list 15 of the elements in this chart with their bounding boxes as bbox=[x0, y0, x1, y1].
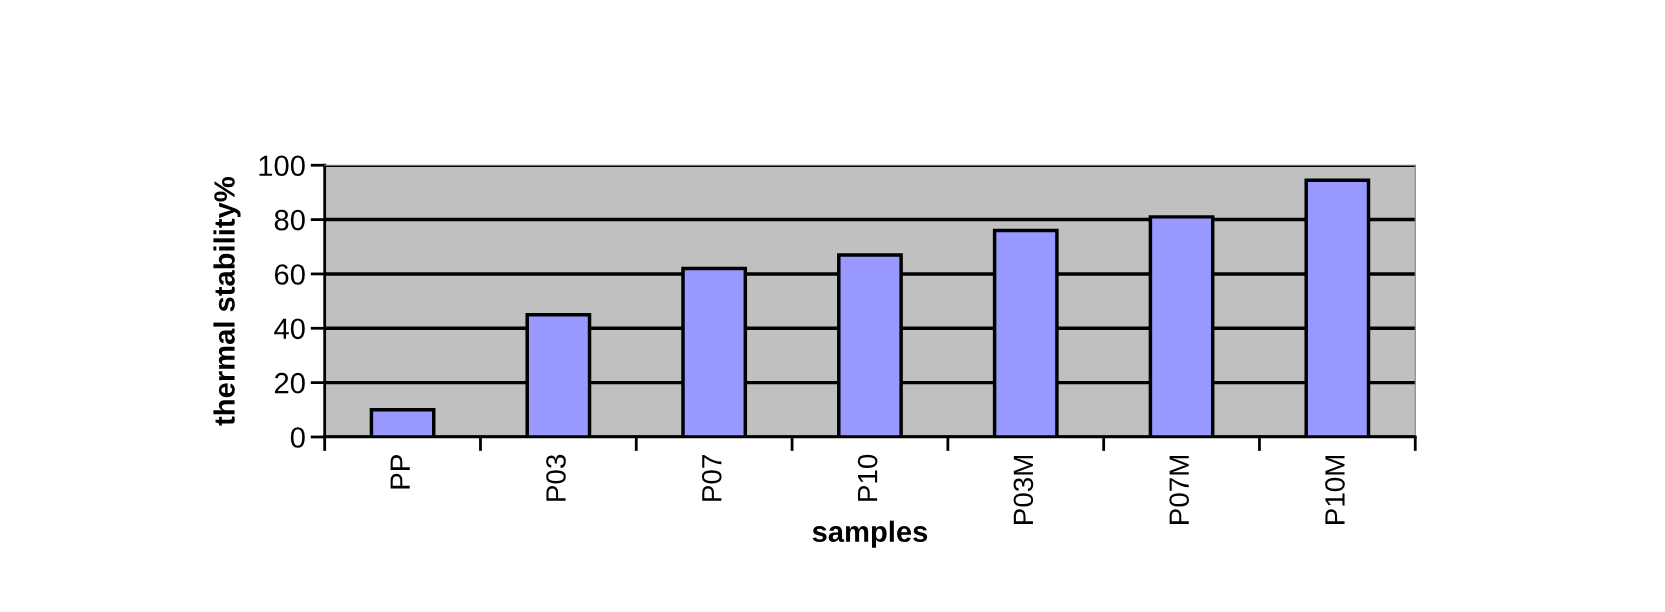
y-tick-label: 80 bbox=[274, 209, 305, 231]
x-tick-label: P10 bbox=[857, 454, 878, 501]
x-tick-label: P03 bbox=[546, 454, 566, 501]
y-tick-label: 20 bbox=[274, 372, 305, 394]
x-tick-label: P07 bbox=[701, 455, 722, 501]
x-tick-label: P10M bbox=[1325, 455, 1345, 524]
y-axis-title: thermal stability% bbox=[213, 177, 241, 426]
y-tick-label: 0 bbox=[290, 427, 305, 448]
y-tick-label: 40 bbox=[274, 318, 305, 340]
x-axis-title: samples bbox=[812, 520, 928, 548]
x-tick-label: P07M bbox=[1169, 455, 1190, 524]
y-tick-label: 100 bbox=[259, 155, 305, 177]
x-tick-label: P03M bbox=[1013, 455, 1034, 524]
x-tick-label: PP bbox=[390, 455, 410, 489]
y-tick-label: 60 bbox=[274, 264, 305, 285]
